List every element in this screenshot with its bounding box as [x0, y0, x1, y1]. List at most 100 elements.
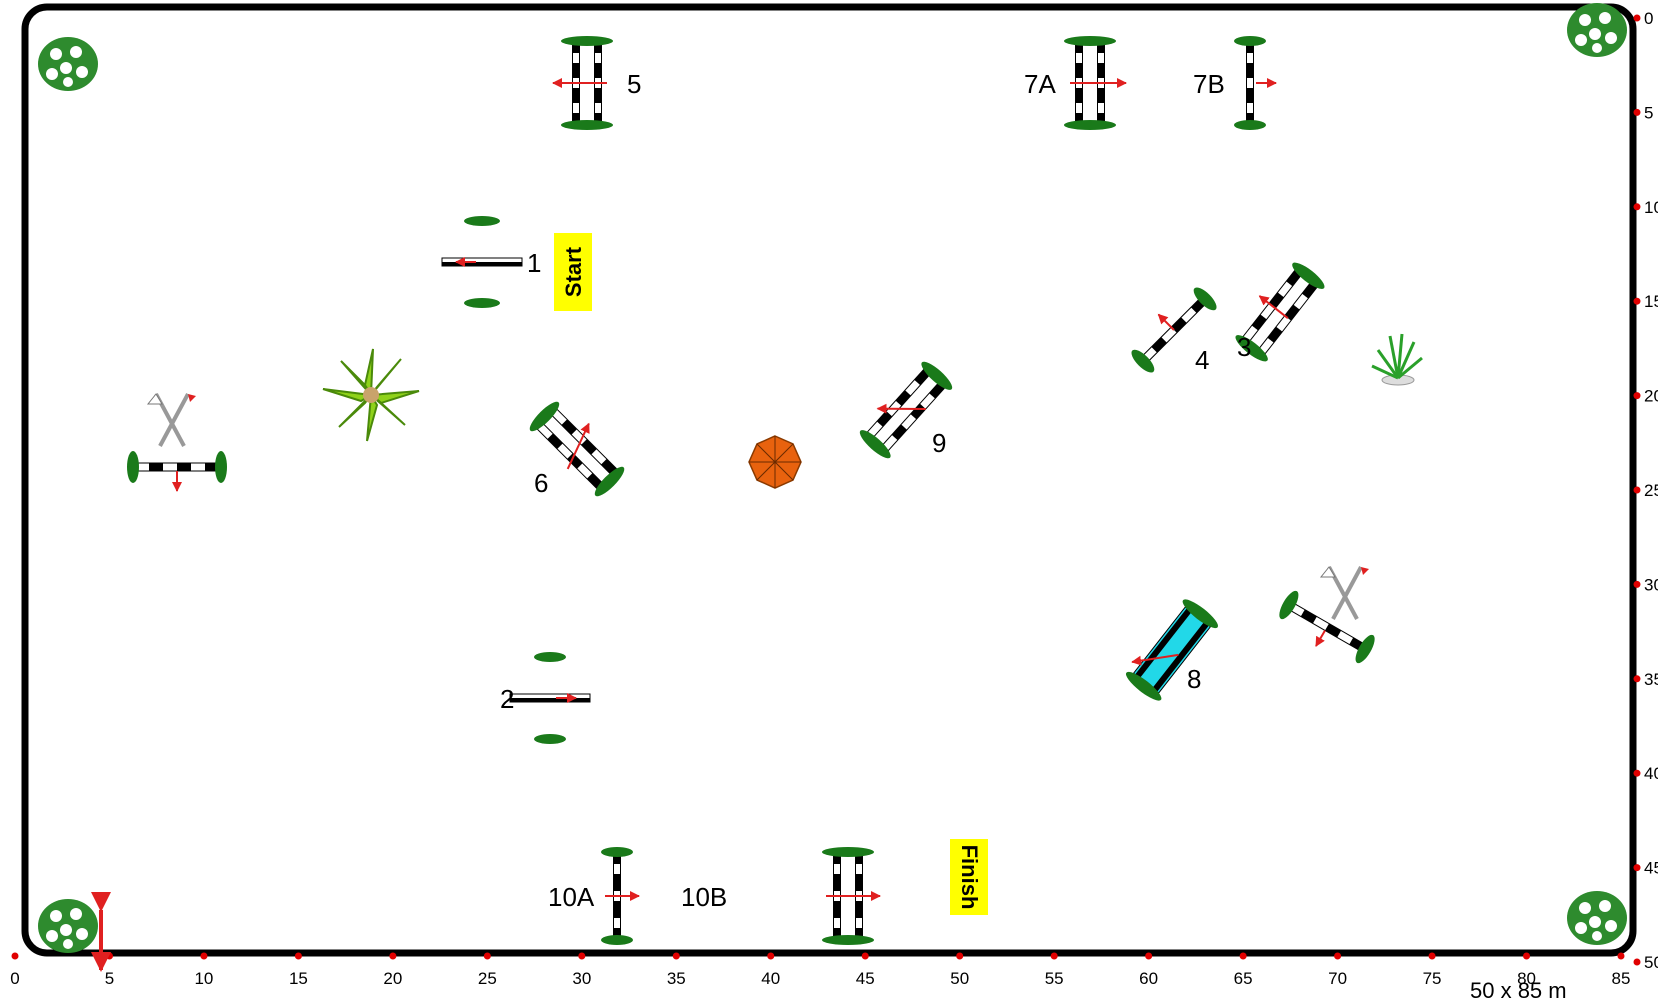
y-tick-label: 10	[1644, 198, 1658, 217]
jump-10a-label: 10A	[548, 882, 595, 912]
y-tick-mark	[1633, 392, 1641, 400]
jump-7a	[1064, 36, 1127, 130]
umbrella-icon	[748, 435, 802, 489]
x-tick-label: 45	[856, 969, 875, 988]
flower-bed-bottom-right	[1567, 891, 1627, 945]
y-tick-mark	[1633, 580, 1641, 588]
flower-bed-top-right	[1567, 3, 1627, 57]
arena-border	[21, 3, 1637, 957]
y-axis: 0 5 10 15 20 25 30 35 40 45 50	[1633, 9, 1658, 972]
x-tick-label: 55	[1045, 969, 1064, 988]
crossed-poles-left	[146, 393, 196, 447]
x-tick-mark	[1428, 952, 1436, 960]
jump-5	[552, 36, 613, 130]
jump-2	[509, 652, 591, 744]
y-tick-mark	[1633, 14, 1641, 22]
crossed-poles-right	[1319, 566, 1369, 620]
x-tick-label: 80	[1517, 969, 1536, 988]
x-tick-mark	[578, 952, 586, 960]
jump-4-label: 4	[1195, 345, 1209, 375]
y-tick-label: 35	[1644, 670, 1658, 689]
x-tick-mark	[294, 952, 302, 960]
y-tick-mark	[1633, 675, 1641, 683]
x-tick-mark	[200, 952, 208, 960]
palm-plant	[322, 348, 420, 442]
x-tick-mark	[483, 952, 491, 960]
jump-9-label: 9	[932, 428, 946, 458]
x-tick-mark	[1145, 952, 1153, 960]
x-tick-mark	[1617, 952, 1625, 960]
jump-7b	[1234, 36, 1277, 130]
y-tick-label: 45	[1644, 859, 1658, 878]
y-tick-label: 30	[1644, 575, 1658, 594]
x-tick-mark	[105, 952, 113, 960]
x-tick-mark	[11, 952, 19, 960]
x-tick-label: 50	[950, 969, 969, 988]
x-tick-mark	[1050, 952, 1058, 960]
x-tick-label: 35	[667, 969, 686, 988]
y-tick-mark	[1633, 297, 1641, 305]
grass-plant	[1371, 333, 1423, 386]
jump-9	[859, 361, 953, 459]
y-tick-mark	[1633, 864, 1641, 872]
jump-7a-label: 7A	[1024, 69, 1056, 99]
x-axis: 0 5 10 15 20 25 30 35 40 45 50 55 60 65 70 75 80 85	[10, 952, 1631, 988]
jump-3	[1235, 262, 1325, 362]
jump-10b-label: 10B	[681, 882, 727, 912]
y-tick-mark	[1633, 203, 1641, 211]
start-marker: Start	[554, 233, 592, 311]
jump-3-label: 3	[1237, 332, 1251, 362]
x-tick-label: 5	[105, 969, 114, 988]
jump-6-label: 6	[534, 468, 548, 498]
x-tick-label: 60	[1139, 969, 1158, 988]
jump-7b-label: 7B	[1193, 69, 1225, 99]
finish-marker: Finish	[950, 839, 988, 915]
svg-text:Finish: Finish	[957, 845, 982, 910]
x-tick-label: 25	[478, 969, 497, 988]
jump-1	[441, 216, 523, 308]
y-tick-label: 25	[1644, 481, 1658, 500]
x-tick-label: 0	[10, 969, 19, 988]
jump-10b	[822, 847, 881, 945]
jump-8-label: 8	[1187, 664, 1201, 694]
x-tick-mark	[389, 952, 397, 960]
y-tick-label: 40	[1644, 764, 1658, 783]
y-tick-label: 15	[1644, 292, 1658, 311]
arena-size-label: 50 x 85 m	[1470, 978, 1567, 998]
flower-bed-top-left	[38, 37, 98, 91]
jump-1-label: 1	[527, 248, 541, 278]
y-tick-label: 5	[1644, 103, 1653, 122]
flower-bed-bottom-left	[38, 899, 98, 953]
y-tick-mark	[1633, 769, 1641, 777]
y-tick-label: 50	[1644, 953, 1658, 972]
jump-5-label: 5	[627, 69, 641, 99]
x-tick-label: 65	[1234, 969, 1253, 988]
x-tick-mark	[672, 952, 680, 960]
x-tick-label: 20	[383, 969, 402, 988]
x-tick-mark	[767, 952, 775, 960]
x-tick-mark	[956, 952, 964, 960]
jump-2-label: 2	[500, 684, 514, 714]
jump-10a	[601, 847, 640, 945]
jump-6	[529, 401, 625, 497]
x-tick-mark	[1239, 952, 1247, 960]
svg-text:Start: Start	[561, 246, 586, 297]
x-tick-label: 15	[289, 969, 308, 988]
jump-4	[1131, 287, 1217, 373]
practice-fence-left	[127, 451, 227, 492]
y-tick-mark	[1633, 486, 1641, 494]
x-tick-label: 40	[761, 969, 780, 988]
y-tick-label: 0	[1644, 9, 1653, 28]
x-tick-mark	[861, 952, 869, 960]
y-tick-mark	[1633, 108, 1641, 116]
x-tick-label: 85	[1612, 969, 1631, 988]
x-tick-label: 30	[572, 969, 591, 988]
y-tick-mark	[1633, 958, 1641, 966]
x-tick-label: 75	[1423, 969, 1442, 988]
x-tick-label: 70	[1328, 969, 1347, 988]
y-tick-label: 20	[1644, 387, 1658, 406]
jump-8	[1125, 599, 1219, 701]
x-tick-mark	[1523, 952, 1531, 960]
x-tick-mark	[1334, 952, 1342, 960]
